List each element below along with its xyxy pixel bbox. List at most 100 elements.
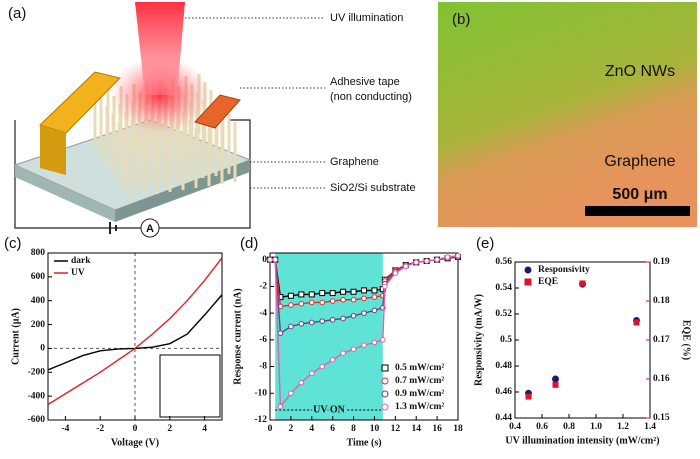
marker	[434, 256, 440, 263]
micrograph: ZnO NWs Graphene 500 μm	[438, 2, 697, 227]
leaders	[185, 17, 325, 189]
ammeter-label: A	[146, 223, 154, 235]
x-tick-label: 4	[309, 424, 314, 434]
marker	[329, 290, 336, 297]
legend-label: 0.7 mW/cm²	[395, 376, 444, 386]
y-axis-label: Responsivity (mA/W)	[473, 294, 484, 386]
inset-frame	[159, 354, 221, 418]
y-tick-label: 0	[262, 255, 267, 265]
circuit-wire	[14, 119, 251, 229]
y-tick-label: 0	[40, 344, 45, 354]
y-tick-label: -12	[254, 415, 267, 425]
marker	[298, 321, 305, 327]
x-tick-label: 10	[370, 424, 380, 434]
micrograph-image	[438, 2, 697, 227]
x-tick-label: 1.4	[644, 422, 656, 432]
x-tick-label: 1.2	[617, 422, 629, 432]
marker	[392, 270, 399, 276]
scale-bar-label: 500 μm	[612, 186, 667, 203]
marker	[277, 403, 284, 410]
x-tick-label: -2	[96, 424, 104, 434]
y2-tick-label: 0.16	[653, 374, 670, 384]
marker	[371, 307, 378, 314]
panel-label: (e)	[476, 235, 494, 252]
legend-swatch	[381, 403, 389, 411]
y-tick-label: 0.52	[495, 309, 512, 319]
legend-swatch	[381, 364, 389, 372]
marker	[277, 330, 284, 336]
legend-label: EQE	[538, 277, 558, 287]
marker	[329, 298, 336, 304]
legend-label: 1.3 mW/cm²	[395, 402, 444, 412]
scale-bar	[585, 206, 690, 216]
label: Adhesive tape	[330, 76, 400, 88]
y2-axis-label: EQE (%)	[681, 320, 692, 360]
marker	[288, 390, 294, 397]
marker	[319, 363, 326, 370]
marker	[329, 357, 336, 363]
marker	[308, 370, 315, 377]
legend-label: UV	[71, 268, 85, 278]
marker	[552, 381, 559, 388]
marker	[380, 337, 386, 343]
marker	[319, 299, 326, 306]
marker	[382, 283, 388, 290]
x-tick-label: 16	[432, 424, 442, 434]
marker	[361, 295, 367, 302]
x-tick-label: 18	[453, 424, 463, 434]
marker	[319, 318, 326, 324]
marker	[423, 258, 430, 264]
x-axis-label: UV illumination intensity (mW/cm²)	[505, 435, 659, 446]
marker	[361, 342, 367, 348]
ammeter	[140, 218, 160, 238]
x-axis-label: Time (s)	[346, 437, 381, 448]
legend-swatch	[381, 377, 389, 385]
y-tick-label: -6	[259, 335, 267, 345]
marker	[308, 319, 315, 326]
y-tick-label: 0.44	[495, 413, 512, 423]
x-tick-label: 0.6	[536, 422, 548, 432]
y2-tick-label: 0.19	[653, 257, 670, 267]
x-tick-label: 0.8	[563, 422, 575, 432]
marker	[308, 291, 315, 298]
y-tick-label: 400	[31, 296, 46, 306]
marker	[579, 280, 586, 287]
y2-tick-label: 0.15	[653, 413, 670, 423]
marker	[329, 317, 336, 323]
electrode-right	[194, 94, 241, 129]
y-axis-label: Current (μA)	[10, 308, 21, 365]
panel-label: (a)	[8, 5, 26, 22]
marker	[633, 319, 640, 326]
marker	[298, 291, 305, 298]
x-axis-label: Voltage (V)	[111, 437, 159, 448]
marker	[287, 292, 294, 299]
y-tick-label: 0.46	[495, 387, 512, 397]
marker	[340, 288, 347, 295]
marker	[298, 300, 305, 307]
y-tick-label: 0.54	[495, 283, 512, 293]
marker	[413, 259, 420, 266]
legend-label: dark	[71, 256, 91, 266]
marker	[319, 290, 326, 297]
legend-label: 0.9 mW/cm²	[395, 389, 444, 399]
marker	[272, 256, 279, 263]
y-tick-label: 0.48	[495, 361, 512, 371]
y-tick-label: -10	[254, 388, 267, 398]
marker	[288, 323, 294, 330]
y-tick-label: 0.5	[500, 335, 512, 345]
x-tick-label: 1.0	[590, 422, 602, 432]
y-tick-label: 0.56	[495, 257, 512, 267]
series-line	[47, 257, 223, 406]
marker	[371, 294, 378, 300]
substrate-front	[15, 165, 115, 222]
marker	[402, 263, 409, 270]
marker	[350, 288, 357, 295]
y-tick-label: -4	[259, 308, 267, 318]
marker	[455, 252, 461, 259]
electrode-left-side	[40, 125, 66, 175]
x-tick-label: 2	[167, 424, 172, 434]
marker	[350, 296, 357, 303]
y-tick-label: -2	[259, 282, 267, 292]
marker	[308, 299, 315, 306]
